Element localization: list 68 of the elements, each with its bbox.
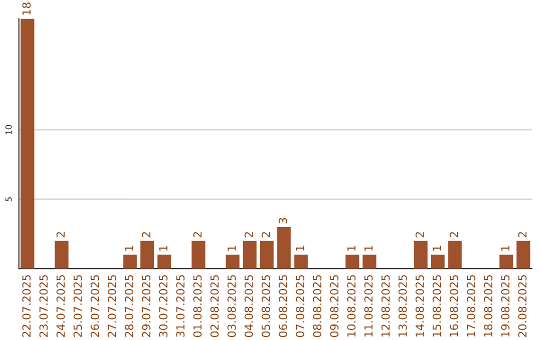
x-tick-label: 07.08.2025 <box>296 275 304 338</box>
x-tick-label: 12.08.2025 <box>381 275 390 337</box>
x-tick-label: 20.08.2025 <box>518 275 527 337</box>
x-tick-label: 02.08.2025 <box>210 275 219 338</box>
data-label: 1 <box>228 246 236 251</box>
bar <box>192 240 206 269</box>
x-tick-label: 25.07.2025 <box>74 275 82 337</box>
x-tick-label: 23.07.2025 <box>39 275 48 337</box>
x-tick-label: 04.08.2025 <box>244 275 253 338</box>
bar <box>226 254 240 269</box>
x-tick-label: 10.08.2025 <box>347 275 356 337</box>
x-tick-label: 18.08.2025 <box>484 275 492 337</box>
x-tick-label: 17.08.2025 <box>466 275 476 337</box>
x-tick-label: 06.08.2025 <box>278 275 288 338</box>
x-tick-label: 16.08.2025 <box>450 275 458 337</box>
data-label: 1 <box>364 246 373 251</box>
x-tick-label: 11.08.2025 <box>364 275 373 337</box>
x-tick-label: 08.08.2025 <box>312 275 322 338</box>
data-label: 2 <box>56 232 65 238</box>
data-label: 1 <box>125 246 134 251</box>
data-label: 2 <box>518 232 526 238</box>
bar <box>242 240 257 269</box>
x-tick-label: 14.08.2025 <box>416 275 424 337</box>
data-label: 1 <box>501 246 510 251</box>
data-label: 2 <box>450 232 458 238</box>
x-tick-label: 01.08.2025 <box>193 275 202 338</box>
x-tick-label: 22.07.2025 <box>22 275 31 337</box>
y-tick-label: 5 <box>6 197 12 202</box>
bar <box>294 254 308 269</box>
x-tick-label: 26.07.2025 <box>90 275 100 337</box>
data-label: 1 <box>296 246 304 251</box>
data-label: 18 <box>22 2 31 15</box>
bar <box>54 240 68 269</box>
bar <box>516 240 530 269</box>
data-label: 2 <box>416 232 424 238</box>
x-tick-label: 09.08.2025 <box>330 275 338 338</box>
x-tick-label: 28.07.2025 <box>124 275 134 337</box>
bar <box>140 240 154 269</box>
data-label: 2 <box>244 232 253 238</box>
data-label: 1 <box>347 246 356 251</box>
bar <box>123 254 137 269</box>
x-tick-label: 27.07.2025 <box>108 275 116 337</box>
bar <box>277 226 291 269</box>
x-tick-label: 03.08.2025 <box>227 275 236 338</box>
data-label: 3 <box>278 218 288 224</box>
x-tick-label: 13.08.2025 <box>398 275 407 337</box>
data-label: 1 <box>432 246 441 251</box>
x-tick-label: 05.08.2025 <box>262 275 270 338</box>
bar <box>499 254 514 269</box>
data-label: 2 <box>142 232 150 238</box>
bar <box>414 240 428 269</box>
y-tick-label: 10 <box>5 125 12 134</box>
x-tick-label: 31.07.2025 <box>176 275 185 337</box>
data-label: 2 <box>262 232 270 238</box>
x-tick-label: 15.08.2025 <box>432 275 442 337</box>
bar <box>346 254 360 269</box>
bar <box>20 18 34 269</box>
bar <box>260 240 274 269</box>
bar <box>157 254 172 269</box>
bar <box>362 254 376 269</box>
data-label: 2 <box>193 232 202 238</box>
x-tick-label: 29.07.2025 <box>142 275 150 337</box>
bar <box>431 254 445 269</box>
x-tick-label: 30.07.2025 <box>159 275 168 337</box>
x-tick-label: 24.07.2025 <box>56 275 65 337</box>
bar <box>448 240 462 269</box>
x-tick-label: 19.08.2025 <box>501 275 510 337</box>
data-label: 1 <box>159 246 168 251</box>
